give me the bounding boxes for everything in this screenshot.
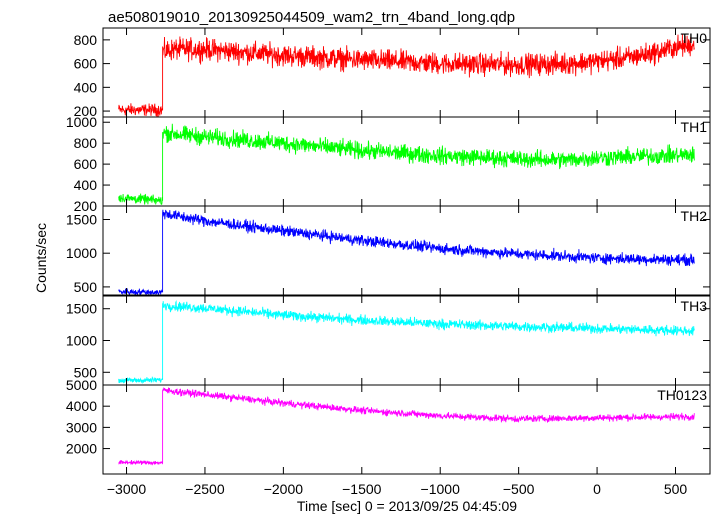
y-tick-label: 500	[74, 364, 98, 380]
y-tick-label: 1000	[66, 333, 97, 349]
x-tick-label: −1500	[342, 481, 382, 497]
panel-label-th3: TH3	[681, 298, 708, 314]
x-tick-label: −3000	[107, 481, 147, 497]
panel-th3: 500 1000 1500 TH3	[66, 295, 711, 386]
chart-title: ae508019010_20130925044509_wam2_trn_4ban…	[108, 9, 515, 26]
y-tick-label: 4000	[66, 398, 97, 414]
series-th1	[118, 123, 695, 205]
panel-label-th0123: TH0123	[657, 387, 707, 403]
panel-frame	[102, 116, 711, 207]
x-axis: −3000 −2500 −2000 −1500 −1000 −500 0 500	[107, 481, 688, 497]
panel-th0: 200 400 600 800 TH0	[74, 27, 711, 119]
y-tick-label: 1000	[66, 245, 97, 261]
panel-label-th0: TH0	[681, 30, 708, 46]
panel-th0123: 2000 3000 4000 5000 TH0123	[66, 377, 711, 475]
series-th0	[118, 34, 695, 117]
panel-th1: 200 400 600 800 1000 TH1	[66, 114, 711, 214]
y-axis-title: Counts/sec	[33, 223, 49, 293]
y-tick-label: 3000	[66, 419, 97, 435]
y-tick-label: 200	[74, 103, 98, 119]
y-tick-label: 600	[74, 156, 98, 172]
y-tick-label: 800	[74, 32, 98, 48]
panel-frame	[102, 205, 711, 296]
y-tick-label: 2000	[66, 441, 97, 457]
panels-group: 200 400 600 800 TH0 200 400 600 800 1000 TH1 500 100…	[66, 27, 711, 475]
series-th0123	[118, 386, 695, 466]
panel-th2: 500 1000 1500 TH2	[66, 205, 711, 296]
y-tick-label: 800	[74, 135, 98, 151]
y-tick-label: 600	[74, 56, 98, 72]
series-th3	[118, 299, 695, 384]
series-th2	[118, 209, 695, 295]
y-tick-label: 1500	[66, 301, 97, 317]
x-tick-label: −2000	[264, 481, 304, 497]
x-tick-label: 500	[664, 481, 688, 497]
x-tick-label: −1000	[421, 481, 461, 497]
x-tick-label: −2500	[185, 481, 225, 497]
y-tick-label: 1500	[66, 211, 97, 227]
panel-frame	[102, 27, 711, 118]
y-tick-label: 400	[74, 177, 98, 193]
panel-label-th1: TH1	[681, 119, 708, 135]
y-tick-label: 200	[74, 198, 98, 214]
panel-label-th2: TH2	[681, 208, 708, 224]
panel-frame	[102, 384, 711, 475]
y-tick-label: 5000	[66, 377, 97, 393]
x-tick-label: −500	[503, 481, 535, 497]
y-tick-label: 1000	[66, 114, 97, 130]
y-tick-label: 400	[74, 79, 98, 95]
x-axis-title: Time [sec] 0 = 2013/09/25 04:45:09	[297, 498, 517, 514]
y-tick-label: 500	[74, 279, 98, 295]
x-tick-label: 0	[593, 481, 601, 497]
